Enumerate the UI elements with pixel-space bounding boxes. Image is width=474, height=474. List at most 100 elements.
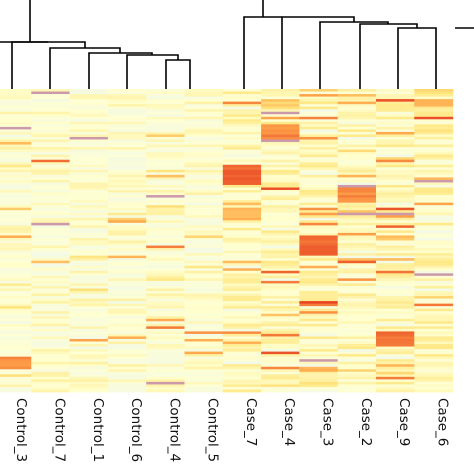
heatmap-cell [31,94,71,97]
heatmap-cell [414,167,454,171]
heatmap-cell [299,344,339,347]
heatmap-cell [299,195,339,198]
heatmap-cell [222,354,262,358]
heatmap-cell [376,169,415,173]
heatmap-cell [337,192,377,196]
heatmap-cell [0,227,32,231]
heatmap-cell [0,182,32,186]
heatmap-cell [299,301,339,305]
heatmap-cell [0,366,32,370]
heatmap-cell [222,172,262,176]
heatmap-cell [299,298,339,302]
heatmap-cell [414,326,454,330]
heatmap-cell [184,381,224,385]
heatmap-cell [337,361,377,365]
heatmap-cell [299,280,339,284]
heatmap-cell [299,260,339,264]
heatmap-cell [0,376,32,380]
heatmap-cell [299,124,339,128]
heatmap-cell [299,386,339,390]
heatmap-cell [261,318,300,322]
heatmap-cell [146,301,186,305]
heatmap-cell [376,225,415,229]
heatmap-cell [414,369,454,373]
heatmap-cell [222,119,262,123]
heatmap-cell [184,101,224,105]
heatmap-cell [261,316,300,320]
heatmap-cell [146,328,186,332]
heatmap-cell [0,134,32,138]
heatmap-cell [31,245,71,249]
heatmap-cell [107,366,147,370]
heatmap-cell [414,179,454,183]
heatmap-cell [222,144,262,148]
heatmap-cell [376,250,415,254]
heatmap-cell [222,116,262,120]
heatmap-cell [376,200,415,204]
heatmap-cell [107,389,147,393]
heatmap-cell [107,217,147,221]
heatmap-cell [31,371,71,375]
heatmap-cell [146,273,186,277]
heatmap-cell [261,237,300,241]
heatmap-cell [414,230,454,234]
heatmap-cell [337,303,377,307]
heatmap-cell [107,116,147,120]
heatmap-cell [184,369,224,373]
heatmap-cell [184,210,224,214]
heatmap-cell [376,89,415,92]
heatmap-cell [337,245,377,249]
heatmap-cell [184,94,224,97]
heatmap-cell [261,200,300,204]
dendrogram-branch [49,47,121,89]
heatmap-cell [107,89,147,92]
heatmap-cell [299,157,339,161]
heatmap-cell [31,121,71,125]
heatmap-cell [146,364,186,368]
heatmap-cell [31,273,71,277]
heatmap-cell [376,139,415,143]
heatmap-cell [337,253,377,257]
heatmap-cell [376,296,415,299]
heatmap-cell [107,336,147,340]
heatmap-cell [69,250,109,254]
heatmap-cell [146,306,186,310]
heatmap-cell [376,349,415,352]
heatmap-cell [0,308,32,312]
heatmap-cell [0,293,32,297]
heatmap-cell [222,139,262,143]
heatmap-cell [376,197,415,201]
heatmap-cell [261,182,300,186]
heatmap-cell [146,126,186,130]
heatmap-cell [31,126,71,130]
heatmap-cell [337,291,377,294]
heatmap-cell [414,240,454,244]
heatmap-cell [337,91,377,95]
heatmap-cell [69,235,109,239]
heatmap-cell [299,283,339,287]
heatmap-cell [337,250,377,254]
heatmap-cell [414,119,454,123]
heatmap-cell [0,336,32,340]
heatmap-cell [184,255,224,259]
heatmap-cell [337,376,377,380]
heatmap-cell [414,89,454,92]
heatmap-cell [69,106,109,110]
heatmap-cell [69,338,109,342]
heatmap-cell [376,265,415,269]
heatmap-cell [261,381,300,385]
heatmap-cell [184,131,224,135]
heatmap-cell [107,354,147,358]
heatmap-cell [69,389,109,393]
heatmap-cell [414,197,454,201]
heatmap-cell [107,260,147,264]
heatmap-cell [337,159,377,163]
heatmap-cell [0,142,32,145]
heatmap-cell [69,195,109,198]
heatmap-cell [31,331,71,335]
heatmap-cell [414,263,454,267]
heatmap-cell [414,311,454,315]
heatmap-cell [299,291,339,294]
heatmap-cell [337,232,377,236]
heatmap-cell [31,192,71,196]
